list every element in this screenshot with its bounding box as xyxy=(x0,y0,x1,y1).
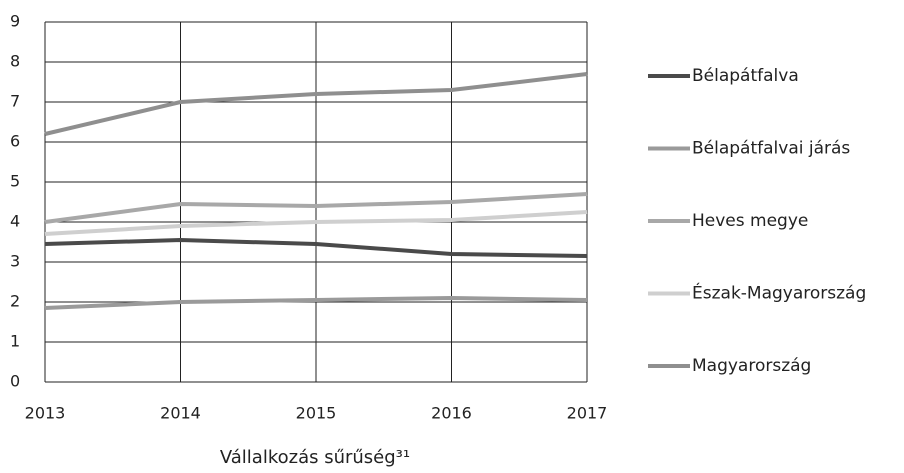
series-line xyxy=(44,192,588,224)
series-line xyxy=(44,295,588,310)
x-tick-label: 2014 xyxy=(160,404,201,423)
y-tick-label: 0 xyxy=(10,372,20,391)
y-tick-label: 7 xyxy=(10,92,20,111)
legend-label: Heves megye xyxy=(692,211,808,231)
y-tick-label: 2 xyxy=(10,292,20,311)
legend-label: Bélapátfalvai járás xyxy=(692,139,850,159)
x-tick-label: 2013 xyxy=(25,404,66,423)
y-tick-label: 8 xyxy=(10,52,20,71)
x-tick-label: 2016 xyxy=(431,404,472,423)
legend-label: Bélapátfalva xyxy=(692,66,799,86)
y-tick-label: 6 xyxy=(10,132,20,151)
series-line xyxy=(44,72,588,136)
y-tick-label: 1 xyxy=(10,332,20,351)
x-tick-label: 2015 xyxy=(296,404,337,423)
legend-label: Magyarország xyxy=(692,356,811,376)
y-tick-label: 4 xyxy=(10,212,20,231)
caption: Vállalkozás sűrűség³¹ xyxy=(220,447,410,468)
legend-label: Észak-Magyarország xyxy=(692,282,866,304)
y-tick-label: 9 xyxy=(10,12,20,31)
x-tick-label: 2017 xyxy=(567,404,608,423)
y-tick-label: 5 xyxy=(10,172,20,191)
y-tick-label: 3 xyxy=(10,252,20,271)
series-line xyxy=(44,210,588,236)
series-line xyxy=(44,237,588,258)
